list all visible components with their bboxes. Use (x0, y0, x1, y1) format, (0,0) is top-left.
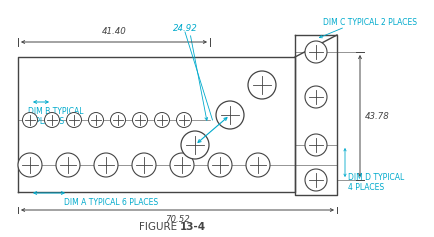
Text: DIM A TYPICAL 6 PLACES: DIM A TYPICAL 6 PLACES (64, 198, 158, 207)
Circle shape (216, 101, 244, 129)
Circle shape (23, 113, 37, 128)
Text: 41.40: 41.40 (102, 27, 126, 36)
Text: DIM D TYPICAL
4 PLACES: DIM D TYPICAL 4 PLACES (348, 173, 404, 192)
Circle shape (305, 169, 327, 191)
Text: FIGURE: FIGURE (138, 222, 180, 232)
Circle shape (66, 113, 82, 128)
Text: DIM C TYPICAL 2 PLACES: DIM C TYPICAL 2 PLACES (323, 18, 417, 27)
Circle shape (248, 71, 276, 99)
Text: 13-4: 13-4 (180, 222, 206, 232)
Circle shape (181, 131, 209, 159)
Circle shape (18, 153, 42, 177)
Text: DIM B TYPICAL
7 PLACES: DIM B TYPICAL 7 PLACES (28, 107, 83, 126)
Circle shape (305, 86, 327, 108)
Circle shape (132, 153, 156, 177)
Text: 70.52: 70.52 (165, 215, 190, 224)
Circle shape (246, 153, 270, 177)
Circle shape (45, 113, 59, 128)
Text: 24.92: 24.92 (173, 23, 197, 32)
Circle shape (89, 113, 103, 128)
Circle shape (305, 134, 327, 156)
Circle shape (177, 113, 191, 128)
Circle shape (155, 113, 170, 128)
Circle shape (132, 113, 148, 128)
Circle shape (94, 153, 118, 177)
Text: 43.78: 43.78 (365, 111, 390, 120)
Circle shape (56, 153, 80, 177)
Circle shape (170, 153, 194, 177)
Circle shape (208, 153, 232, 177)
Circle shape (111, 113, 125, 128)
Circle shape (305, 41, 327, 63)
